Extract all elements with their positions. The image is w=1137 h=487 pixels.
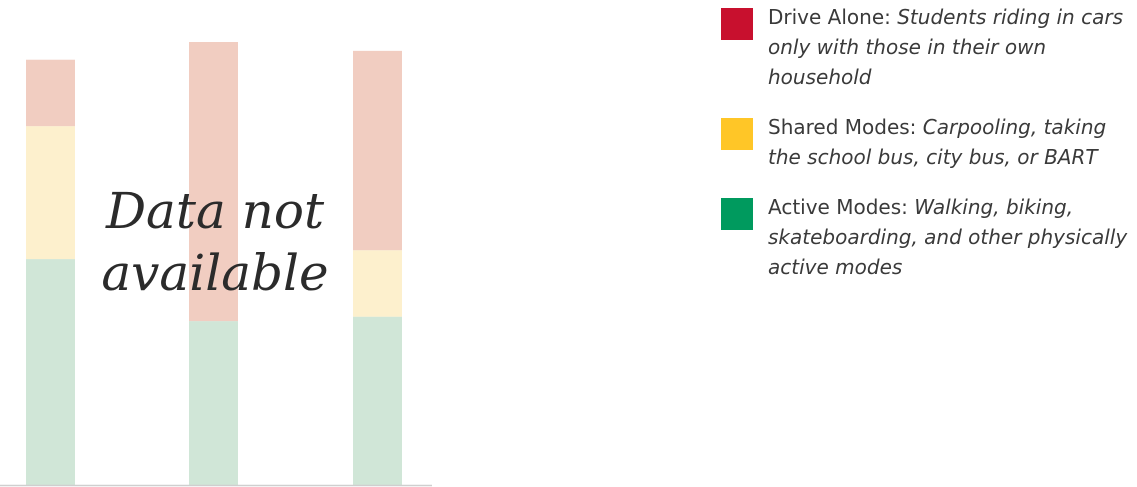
legend-label: Drive Alone: — [768, 5, 898, 29]
shared-modes-swatch — [721, 118, 753, 150]
bar-3-drive-alone — [353, 50, 402, 251]
bar-2-active-modes — [189, 321, 238, 485]
legend-description: Walking, biking, skateboarding, and othe… — [768, 195, 1128, 279]
legend-label: Shared Modes: — [768, 115, 923, 139]
legend-description: Students riding in cars only with those … — [768, 5, 1123, 89]
legend-description: Carpooling, taking the school bus, city … — [768, 115, 1107, 169]
bar-1-active-modes — [26, 259, 75, 485]
legend-item-active-modes: Active Modes: Walking, biking, skateboar… — [721, 192, 1131, 282]
legend-label: Active Modes: — [768, 195, 915, 219]
overlay-line-2: available — [101, 244, 329, 302]
bars-group — [26, 42, 402, 485]
legend-text-active-modes: Active Modes: Walking, biking, skateboar… — [768, 192, 1128, 282]
active-modes-swatch — [721, 198, 753, 230]
legend-item-drive-alone: Drive Alone: Students riding in cars onl… — [721, 2, 1131, 92]
legend-item-shared-modes: Shared Modes: Carpooling, taking the sch… — [721, 112, 1131, 172]
bar-3-shared-modes — [353, 250, 402, 317]
legend: Drive Alone: Students riding in cars onl… — [721, 2, 1131, 302]
bar-2-drive-alone — [189, 42, 238, 322]
overlay-line-1: Data not — [105, 182, 325, 240]
stacked-bar-chart — [0, 42, 432, 487]
bar-1-drive-alone — [26, 59, 75, 127]
data-not-available-label: Data not available — [30, 180, 400, 304]
bar-3-active-modes — [353, 316, 402, 485]
drive-alone-swatch — [721, 8, 753, 40]
bar-1-shared-modes — [26, 126, 75, 260]
legend-text-drive-alone: Drive Alone: Students riding in cars onl… — [768, 2, 1128, 92]
legend-text-shared-modes: Shared Modes: Carpooling, taking the sch… — [768, 112, 1128, 172]
